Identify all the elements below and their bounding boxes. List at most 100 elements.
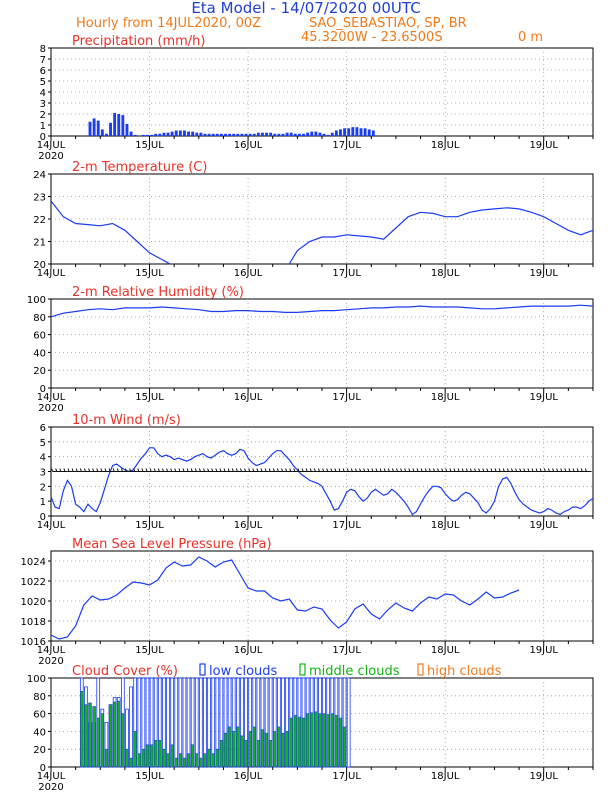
precip-bar — [146, 134, 149, 136]
wind-barb-feather — [83, 468, 86, 472]
middle-cloud-bar — [256, 739, 261, 768]
middle-cloud-bar — [207, 748, 211, 768]
y-tick-label: 0 — [40, 384, 46, 395]
y-tick-label: 80 — [33, 692, 46, 703]
precip-bar — [334, 130, 338, 136]
wind-barb-feather — [104, 468, 107, 472]
wind-barb-feather — [166, 468, 169, 472]
legend-item: high clouds — [417, 663, 502, 679]
x-tick-label: 17JUL — [332, 268, 361, 279]
middle-cloud-bar — [248, 731, 252, 768]
precip-bar — [297, 133, 301, 136]
precip-bar — [244, 133, 248, 136]
y-tick-label: 40 — [33, 727, 46, 738]
legend-label: high clouds — [427, 664, 502, 679]
wind-barb-feather — [281, 468, 284, 472]
wind-barb-feather — [326, 468, 329, 472]
wind-barb-feather — [556, 468, 559, 472]
wind-barb-feather — [149, 468, 152, 472]
wind-barb-feather — [416, 468, 419, 472]
wind-barb-feather — [506, 468, 509, 472]
middle-cloud-bar — [289, 717, 293, 768]
y-tick-label: 7 — [40, 55, 46, 66]
wind-barb-feather — [547, 468, 550, 472]
pressure-frame — [50, 550, 594, 642]
wind-barb-feather — [289, 468, 292, 472]
x-tick-label: 14JUL — [37, 268, 66, 279]
middle-cloud-bar — [104, 748, 109, 768]
wind-barb-feather — [432, 468, 435, 472]
middle-cloud-bar — [158, 739, 162, 768]
precip-bar — [199, 132, 203, 136]
wind-barb-feather — [572, 468, 575, 472]
low-cloud-bar — [174, 677, 179, 768]
wind-barb-feather — [469, 468, 472, 472]
wind-barb-feather — [260, 468, 263, 472]
precip-bar — [224, 133, 227, 136]
y-tick-label: 5 — [40, 438, 46, 449]
wind-barb-feather — [96, 468, 99, 472]
precip-bar — [310, 131, 314, 136]
middle-cloud-bar — [153, 739, 158, 768]
wind-barb-feather — [153, 468, 156, 472]
humidity-panel: 0 20 40 60 80 100 14JUL 15JUL 16JUL 17JUL 18JUL 19J… — [27, 285, 594, 414]
x-tick-label: 15JUL — [135, 771, 164, 782]
x-tick-label: 14JUL — [37, 392, 66, 403]
x-tick-label: 17JUL — [332, 392, 361, 403]
middle-cloud-bar — [264, 732, 269, 768]
wind-barb-feather — [186, 468, 189, 472]
y-tick-label: 4 — [40, 453, 46, 464]
wind-barb-feather — [313, 468, 316, 472]
middle-cloud-bar — [309, 712, 314, 768]
pressure-series-line — [50, 556, 520, 640]
precip-bar — [355, 127, 359, 136]
wind-barb-feather — [560, 468, 563, 472]
precip-bar — [109, 122, 112, 136]
middle-cloud-bar — [281, 732, 285, 768]
middle-cloud-bar — [219, 739, 224, 768]
wind-barb-feather — [539, 468, 542, 472]
middle-cloud-bar — [174, 757, 178, 768]
precip-bar — [277, 133, 281, 136]
wind-barb-feather — [391, 468, 394, 472]
wind-barb-feather — [531, 468, 534, 472]
middle-cloud-bar — [203, 753, 207, 768]
middle-cloud-bar — [285, 731, 289, 768]
wind-barb-feather — [207, 468, 210, 472]
wind-barb-feather — [445, 468, 448, 472]
y-tick-label: 1016 — [21, 637, 46, 648]
middle-cloud-bar — [92, 706, 96, 768]
x-tick-label: 19JUL — [529, 520, 558, 531]
precip-bar — [195, 132, 199, 136]
wind-barb-feather — [297, 468, 300, 472]
x-tick-label: 16JUL — [234, 392, 263, 403]
middle-cloud-bar — [240, 735, 244, 768]
x-tick-label: 14JUL — [37, 645, 66, 656]
precip-bar — [129, 131, 133, 136]
precip-bar — [162, 132, 166, 136]
wind-barb-feather — [523, 468, 526, 472]
wind-barb-feather — [51, 468, 54, 472]
x-tick-label: 16JUL — [234, 140, 263, 151]
precip-bar — [347, 128, 351, 136]
wind-barb-feather — [120, 468, 123, 472]
precip-bar — [125, 123, 129, 136]
wind-barb-feather — [92, 468, 95, 472]
wind-barb-feather — [227, 468, 230, 472]
wind-barb-feather — [59, 468, 62, 472]
precip-bar — [318, 132, 322, 136]
precip-bar — [170, 131, 174, 136]
y-tick-label: 1024 — [21, 557, 46, 568]
wind-barb-feather — [75, 468, 78, 472]
wind-barb-feather — [141, 468, 144, 472]
wind-barb-feather — [408, 468, 411, 472]
precip-bar — [183, 130, 186, 136]
x-tick-label: 18JUL — [431, 645, 460, 656]
location-label: SAO_SEBASTIAO, SP, BR — [309, 16, 467, 31]
middle-cloud-bar — [100, 713, 105, 768]
wind-barb-feather — [564, 468, 567, 472]
precip-bar — [367, 129, 371, 136]
wind-barb-feather — [129, 468, 132, 472]
x-tick-label: 15JUL — [135, 520, 164, 531]
